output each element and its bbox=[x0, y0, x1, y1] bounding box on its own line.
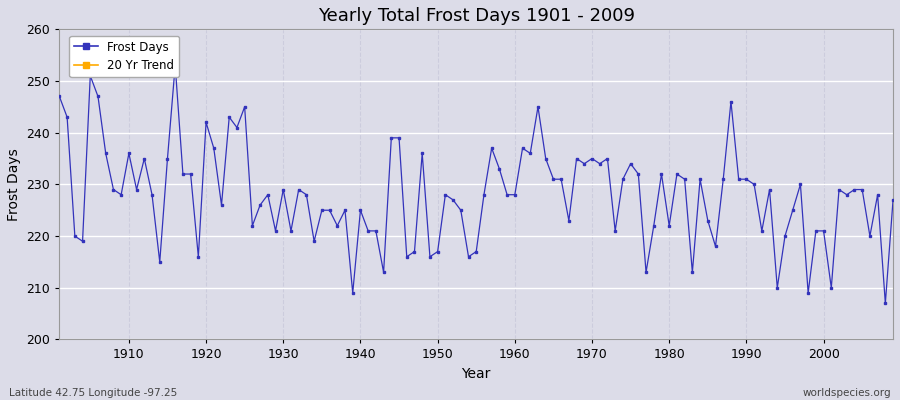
X-axis label: Year: Year bbox=[462, 367, 490, 381]
Frost Days bbox=[116, 192, 127, 197]
Frost Days bbox=[518, 146, 528, 150]
Frost Days bbox=[509, 192, 520, 197]
Frost Days bbox=[170, 63, 181, 68]
Frost Days bbox=[887, 198, 898, 202]
Text: worldspecies.org: worldspecies.org bbox=[803, 388, 891, 398]
Text: Latitude 42.75 Longitude -97.25: Latitude 42.75 Longitude -97.25 bbox=[9, 388, 177, 398]
Line: Frost Days: Frost Days bbox=[58, 64, 895, 304]
Legend: Frost Days, 20 Yr Trend: Frost Days, 20 Yr Trend bbox=[69, 36, 179, 77]
Frost Days bbox=[610, 228, 621, 233]
Title: Yearly Total Frost Days 1901 - 2009: Yearly Total Frost Days 1901 - 2009 bbox=[318, 7, 634, 25]
Y-axis label: Frost Days: Frost Days bbox=[7, 148, 21, 221]
Frost Days bbox=[54, 94, 65, 99]
Frost Days bbox=[880, 301, 891, 306]
Frost Days bbox=[339, 208, 350, 213]
Frost Days bbox=[293, 187, 304, 192]
